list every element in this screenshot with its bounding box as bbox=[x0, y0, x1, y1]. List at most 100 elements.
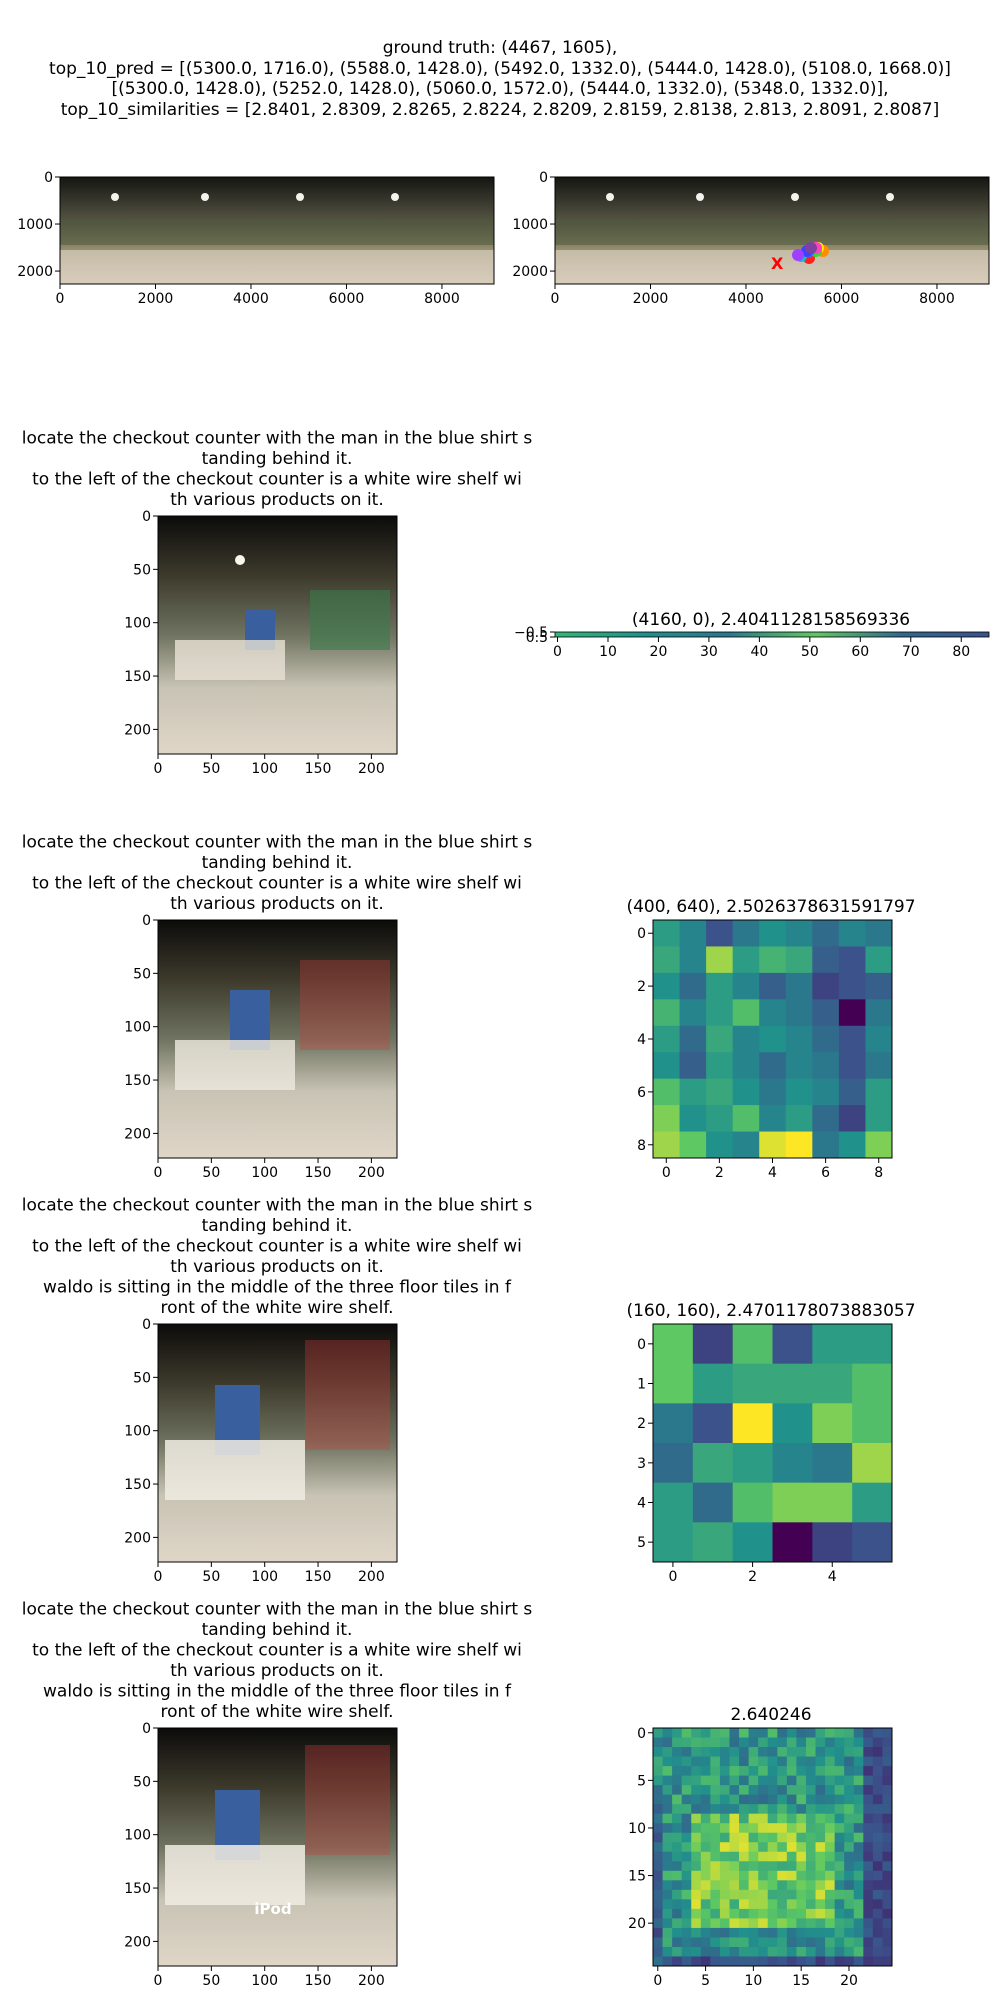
heatmap-9x9-xtick-label: 6 bbox=[821, 1165, 830, 1181]
heatmap-25x25-cell bbox=[710, 1870, 721, 1881]
heatmap-25x25-cell bbox=[710, 1775, 721, 1786]
prediction-markers: X bbox=[771, 242, 829, 273]
heatmap-25x25-cell bbox=[825, 1785, 836, 1796]
heatmap-25x25-cell bbox=[825, 1804, 836, 1815]
heatmap-25x25-cell bbox=[710, 1918, 721, 1929]
heatmap-25x25-cell bbox=[748, 1899, 759, 1910]
heatmap-25x25-cell bbox=[863, 1899, 874, 1910]
heatmap-25x25-cell bbox=[825, 1927, 836, 1938]
heatmap-25x25-cell bbox=[863, 1889, 874, 1900]
heatmap-25x25-cell bbox=[758, 1851, 769, 1862]
heatmap-9x9-cell bbox=[706, 920, 734, 947]
heatmap-25x25-cell bbox=[767, 1861, 778, 1872]
heatmap-25x25-cell bbox=[815, 1889, 826, 1900]
heatmap-25x25-cell bbox=[758, 1832, 769, 1843]
heatmap-25x25-cell bbox=[777, 1728, 788, 1738]
heatmap-25x25-cell bbox=[805, 1756, 816, 1767]
heatmap-25x25-cell bbox=[872, 1737, 883, 1748]
heatmap-strip-xtick-label: 50 bbox=[801, 644, 819, 660]
heatmap-25x25-cell bbox=[672, 1804, 683, 1815]
heatmap-25x25-cell bbox=[681, 1756, 692, 1767]
heatmap-25x25-cell bbox=[786, 1861, 797, 1872]
heatmap-25x25-cell bbox=[691, 1880, 702, 1891]
heatmap-25x25-cell bbox=[653, 1804, 663, 1815]
heatmap-25x25-cell bbox=[681, 1861, 692, 1872]
heatmap-25x25-cell bbox=[653, 1899, 663, 1910]
heatmap-25x25-cell bbox=[872, 1775, 883, 1786]
heatmap-25x25-cell bbox=[739, 1937, 749, 1948]
heatmap-25x25-cell bbox=[805, 1823, 816, 1834]
crop-2-xtick-label: 50 bbox=[202, 1165, 220, 1181]
heatmap-25x25-cell bbox=[739, 1775, 749, 1786]
heatmap-25x25-cell bbox=[700, 1880, 711, 1891]
heatmap-25x25-cell bbox=[815, 1956, 826, 1967]
heatmap-25x25-cell bbox=[844, 1870, 855, 1881]
heatmap-25x25-cell bbox=[767, 1737, 778, 1748]
heatmap-25x25-cell bbox=[662, 1756, 673, 1767]
heatmap-6x6-cell bbox=[653, 1443, 694, 1484]
heatmap-strip-xtick-label: 20 bbox=[650, 644, 668, 660]
heatmap-9x9-cell bbox=[653, 999, 680, 1027]
heatmap-25x25-cell bbox=[672, 1956, 683, 1967]
crop-1-ytick-label: 200 bbox=[124, 722, 151, 738]
heatmap-9x9-cell bbox=[785, 999, 813, 1027]
heatmap-25x25-cell bbox=[719, 1785, 730, 1796]
heatmap-25x25-cell bbox=[672, 1899, 683, 1910]
heatmap-25x25-cell bbox=[700, 1766, 711, 1776]
heatmap-25x25-cell bbox=[815, 1899, 826, 1910]
heatmap-25x25-cell bbox=[719, 1737, 730, 1748]
heatmap-25x25-cell bbox=[853, 1880, 864, 1891]
heatmap-25x25-cell bbox=[834, 1804, 845, 1815]
caption-row2-line: locate the checkout counter with the man… bbox=[22, 833, 533, 853]
heatmap-9x9-cell bbox=[706, 972, 734, 1000]
heatmap-25x25-cell bbox=[815, 1813, 826, 1824]
heatmap-25x25-cell bbox=[758, 1908, 769, 1919]
panorama-panel bbox=[59, 176, 495, 285]
heatmap-25x25-cell bbox=[844, 1842, 855, 1853]
heatmap-25x25-cell bbox=[853, 1737, 864, 1748]
heatmap-25x25-cell bbox=[863, 1737, 874, 1748]
heatmap-25x25-cell bbox=[710, 1851, 721, 1862]
heatmap-25x25-cell bbox=[748, 1861, 759, 1872]
heatmap-9x9-cell bbox=[653, 1025, 680, 1053]
heatmap-25x25-cell bbox=[729, 1747, 740, 1757]
heatmap-25x25-cell bbox=[719, 1804, 730, 1815]
heatmap-25x25-cell bbox=[700, 1813, 711, 1824]
heatmap-25x25-cell bbox=[777, 1804, 788, 1815]
heatmap-25x25-cell bbox=[786, 1956, 797, 1967]
heatmap-9x9-cell bbox=[706, 1025, 734, 1053]
heatmap-25x25-cell bbox=[739, 1880, 749, 1891]
heatmap-25x25-cell bbox=[834, 1785, 845, 1796]
heatmap-25x25-cell bbox=[882, 1766, 893, 1776]
heatmap-25x25-cell bbox=[815, 1946, 826, 1957]
heatmap-25x25-cell bbox=[719, 1927, 730, 1938]
heatmap-25x25-cell bbox=[882, 1870, 893, 1881]
heatmap-25x25-cell bbox=[805, 1927, 816, 1938]
heatmap-25x25-cell bbox=[872, 1946, 883, 1957]
heatmap-25x25-cell bbox=[691, 1937, 702, 1948]
heatmap-25x25-cell bbox=[796, 1927, 807, 1938]
heatmap-25x25-cell bbox=[853, 1918, 864, 1929]
panorama-pred-xtick-label: 8000 bbox=[919, 291, 955, 307]
heatmap-25x25-cell bbox=[691, 1861, 702, 1872]
heatmap-25x25-cell bbox=[844, 1766, 855, 1776]
heatmap-25x25-cell bbox=[786, 1927, 797, 1938]
heatmap-25x25-cell bbox=[863, 1804, 874, 1815]
heatmap-9x9-cell bbox=[732, 972, 760, 1000]
heatmap-25x25-cell bbox=[863, 1927, 874, 1938]
heatmap-25x25-cell bbox=[777, 1775, 788, 1786]
heatmap-25x25-cell bbox=[681, 1728, 692, 1738]
heatmap-25x25-cell bbox=[834, 1889, 845, 1900]
heatmap-25x25-cell bbox=[844, 1937, 855, 1948]
crop-3-xtick-label: 200 bbox=[358, 1569, 385, 1585]
heatmap-25x25-cell bbox=[786, 1899, 797, 1910]
heatmap-25x25-cell bbox=[748, 1747, 759, 1757]
heatmap-25x25-cell bbox=[844, 1747, 855, 1757]
heatmap-25x25-cell bbox=[796, 1813, 807, 1824]
heatmap-9x9-ytick-label: 0 bbox=[637, 926, 646, 942]
crop-3-ytick-label: 200 bbox=[124, 1530, 151, 1546]
heatmap-25x25-cell bbox=[691, 1785, 702, 1796]
heatmap-25x25-cell bbox=[872, 1832, 883, 1843]
figure-text-layer: locate the checkout counter with the man… bbox=[22, 429, 916, 1726]
heatmap-25x25-cell bbox=[825, 1756, 836, 1767]
